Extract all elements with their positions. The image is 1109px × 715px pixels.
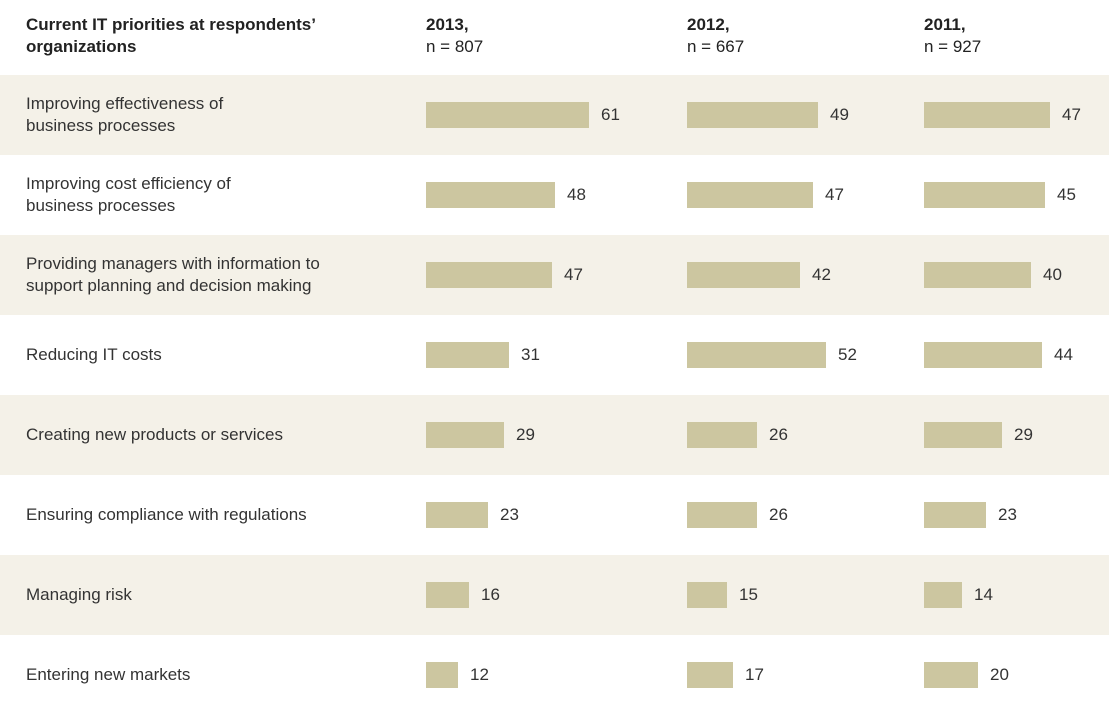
category-row: Reducing IT costs 31 52 44 <box>0 315 1109 395</box>
column-header: 2011, n = 927 <box>924 14 981 58</box>
bar-value-label: 44 <box>1054 345 1073 364</box>
column-year: 2011, <box>924 15 966 34</box>
bar-value-label: 40 <box>1043 265 1062 284</box>
bar <box>687 662 733 688</box>
category-label: Providing managers with information to s… <box>26 254 320 295</box>
category-row: Entering new markets 12 17 20 <box>0 635 1109 715</box>
bar-value-label: 45 <box>1057 185 1076 204</box>
bar <box>924 582 962 608</box>
column-year: 2013, <box>426 15 469 34</box>
bar-value-label: 17 <box>745 665 764 684</box>
bar <box>924 182 1045 208</box>
bar <box>924 422 1002 448</box>
bar <box>687 502 757 528</box>
category-row: Improving effectiveness of business proc… <box>0 75 1109 155</box>
bar-value-label: 48 <box>567 185 586 204</box>
category-row: Providing managers with information to s… <box>0 235 1109 315</box>
bar-value-label: 26 <box>769 425 788 444</box>
bar-value-label: 29 <box>516 425 535 444</box>
bar <box>924 342 1042 368</box>
category-label: Ensuring compliance with regulations <box>26 505 307 524</box>
category-row: Managing risk 16 15 14 <box>0 555 1109 635</box>
column-header: 2013, n = 807 <box>426 14 483 58</box>
category-row: Improving cost efficiency of business pr… <box>0 155 1109 235</box>
column-sample-size: n = 927 <box>924 37 982 56</box>
category-row: Ensuring compliance with regulations 23 26… <box>0 475 1109 555</box>
category-label: Creating new products or services <box>26 425 284 444</box>
bar-value-label: 16 <box>481 585 500 604</box>
category-label: Entering new markets <box>26 665 191 684</box>
bar <box>924 502 986 528</box>
bar <box>687 182 813 208</box>
bar <box>687 102 818 128</box>
bar-value-label: 42 <box>812 265 831 284</box>
bar-value-label: 26 <box>769 505 788 524</box>
bar <box>426 662 458 688</box>
bar <box>924 102 1050 128</box>
bar-value-label: 14 <box>974 585 993 604</box>
bar-value-label: 47 <box>564 265 583 284</box>
category-label: Reducing IT costs <box>26 345 162 364</box>
bar-value-label: 23 <box>998 505 1017 524</box>
bar <box>687 262 800 288</box>
bar <box>426 422 504 448</box>
bar-value-label: 15 <box>739 585 758 604</box>
chart-title: Current IT priorities at respondents’ or… <box>26 15 316 56</box>
category-label: Improving cost efficiency of business pr… <box>26 174 231 215</box>
bar <box>426 182 555 208</box>
bar-value-label: 49 <box>830 105 849 124</box>
column-year: 2012, <box>687 15 730 34</box>
bar <box>687 342 826 368</box>
bar-value-label: 47 <box>825 185 844 204</box>
bar-value-label: 61 <box>601 105 620 124</box>
bar-value-label: 31 <box>521 345 540 364</box>
column-sample-size: n = 667 <box>687 37 745 56</box>
bar <box>426 502 488 528</box>
column-header: 2012, n = 667 <box>687 14 744 58</box>
bar <box>924 662 978 688</box>
bar-value-label: 47 <box>1062 105 1081 124</box>
bar-value-label: 23 <box>500 505 519 524</box>
chart: Current IT priorities at respondents’ or… <box>0 14 1109 688</box>
bar <box>687 582 727 608</box>
category-row: Creating new products or services 29 26 29 <box>0 395 1109 475</box>
bar <box>426 342 509 368</box>
bar <box>687 422 757 448</box>
bar-value-label: 52 <box>838 345 857 364</box>
bar <box>426 582 469 608</box>
bar-value-label: 12 <box>470 665 489 684</box>
bar-value-label: 29 <box>1014 425 1033 444</box>
category-label: Managing risk <box>26 585 132 604</box>
bar <box>426 262 552 288</box>
category-label: Improving effectiveness of business proc… <box>26 94 224 135</box>
bar <box>426 102 589 128</box>
bar-value-label: 20 <box>990 665 1009 684</box>
column-sample-size: n = 807 <box>426 37 484 56</box>
bar <box>924 262 1031 288</box>
